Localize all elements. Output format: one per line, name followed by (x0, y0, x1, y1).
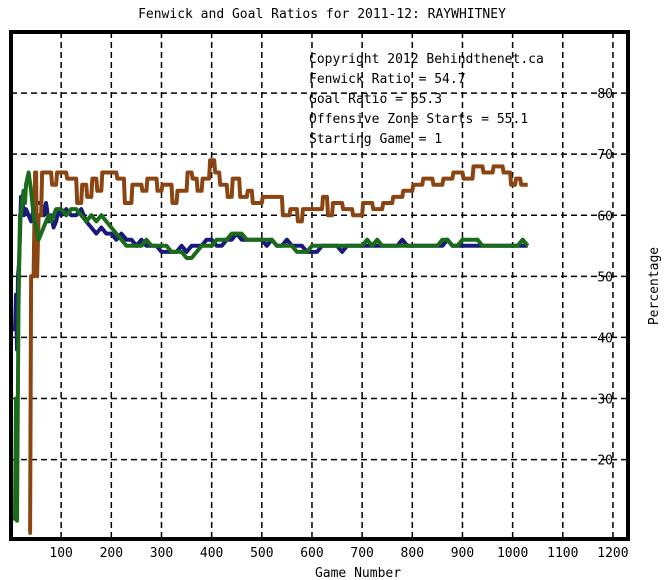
x-tick-label: 400 (200, 546, 223, 561)
plot-frame (9, 30, 630, 541)
x-tick-label: 800 (401, 546, 424, 561)
annotation-line: Goal Ratio = 65.3 (309, 92, 442, 107)
y-tick-label: 40 (597, 331, 613, 346)
x-tick-label: 900 (451, 546, 474, 561)
grid (11, 32, 628, 539)
y-tick-label: 70 (597, 148, 613, 163)
y-tick-label: 30 (597, 393, 613, 408)
x-tick-label: 500 (250, 546, 273, 561)
x-tick-label: 200 (100, 546, 123, 561)
x-tick-label: 1100 (547, 546, 578, 561)
series-layer (13, 158, 530, 535)
annotation-line: Copyright 2012 Behindthenet.ca (309, 52, 544, 67)
x-tick-label: 300 (150, 546, 173, 561)
series-line-goal-ratio (28, 158, 528, 535)
x-tick-label: 1000 (497, 546, 528, 561)
y-tick-label: 60 (597, 209, 613, 224)
x-tick-label: 700 (350, 546, 373, 561)
annotations: Copyright 2012 Behindthenet.ca Fenwick Ra… (309, 52, 544, 147)
annotation-line: Starting Game = 1 (309, 132, 442, 147)
annotation-line: Fenwick Ratio = 54.7 (309, 72, 466, 87)
chart-title: Fenwick and Goal Ratios for 2011-12: RAY… (138, 7, 506, 22)
x-axis-label: Game Number (315, 566, 401, 580)
series-line-offensive-zone-starts (13, 170, 530, 523)
y-tick-label: 50 (597, 270, 613, 285)
x-tick-label: 100 (49, 546, 72, 561)
y-axis-label: Percentage (647, 247, 662, 325)
y-tick-labels: 20 30 40 50 60 70 80 (597, 87, 613, 469)
annotation-line: Offensive Zone Starts = 55.1 (309, 112, 528, 127)
y-tick-label: 80 (597, 87, 613, 102)
x-tick-label: 600 (300, 546, 323, 561)
x-tick-label: 1200 (597, 546, 628, 561)
x-tick-labels: 100 200 300 400 500 600 700 800 900 1000 1100 1200 (49, 546, 628, 561)
y-tick-label: 20 (597, 454, 613, 469)
